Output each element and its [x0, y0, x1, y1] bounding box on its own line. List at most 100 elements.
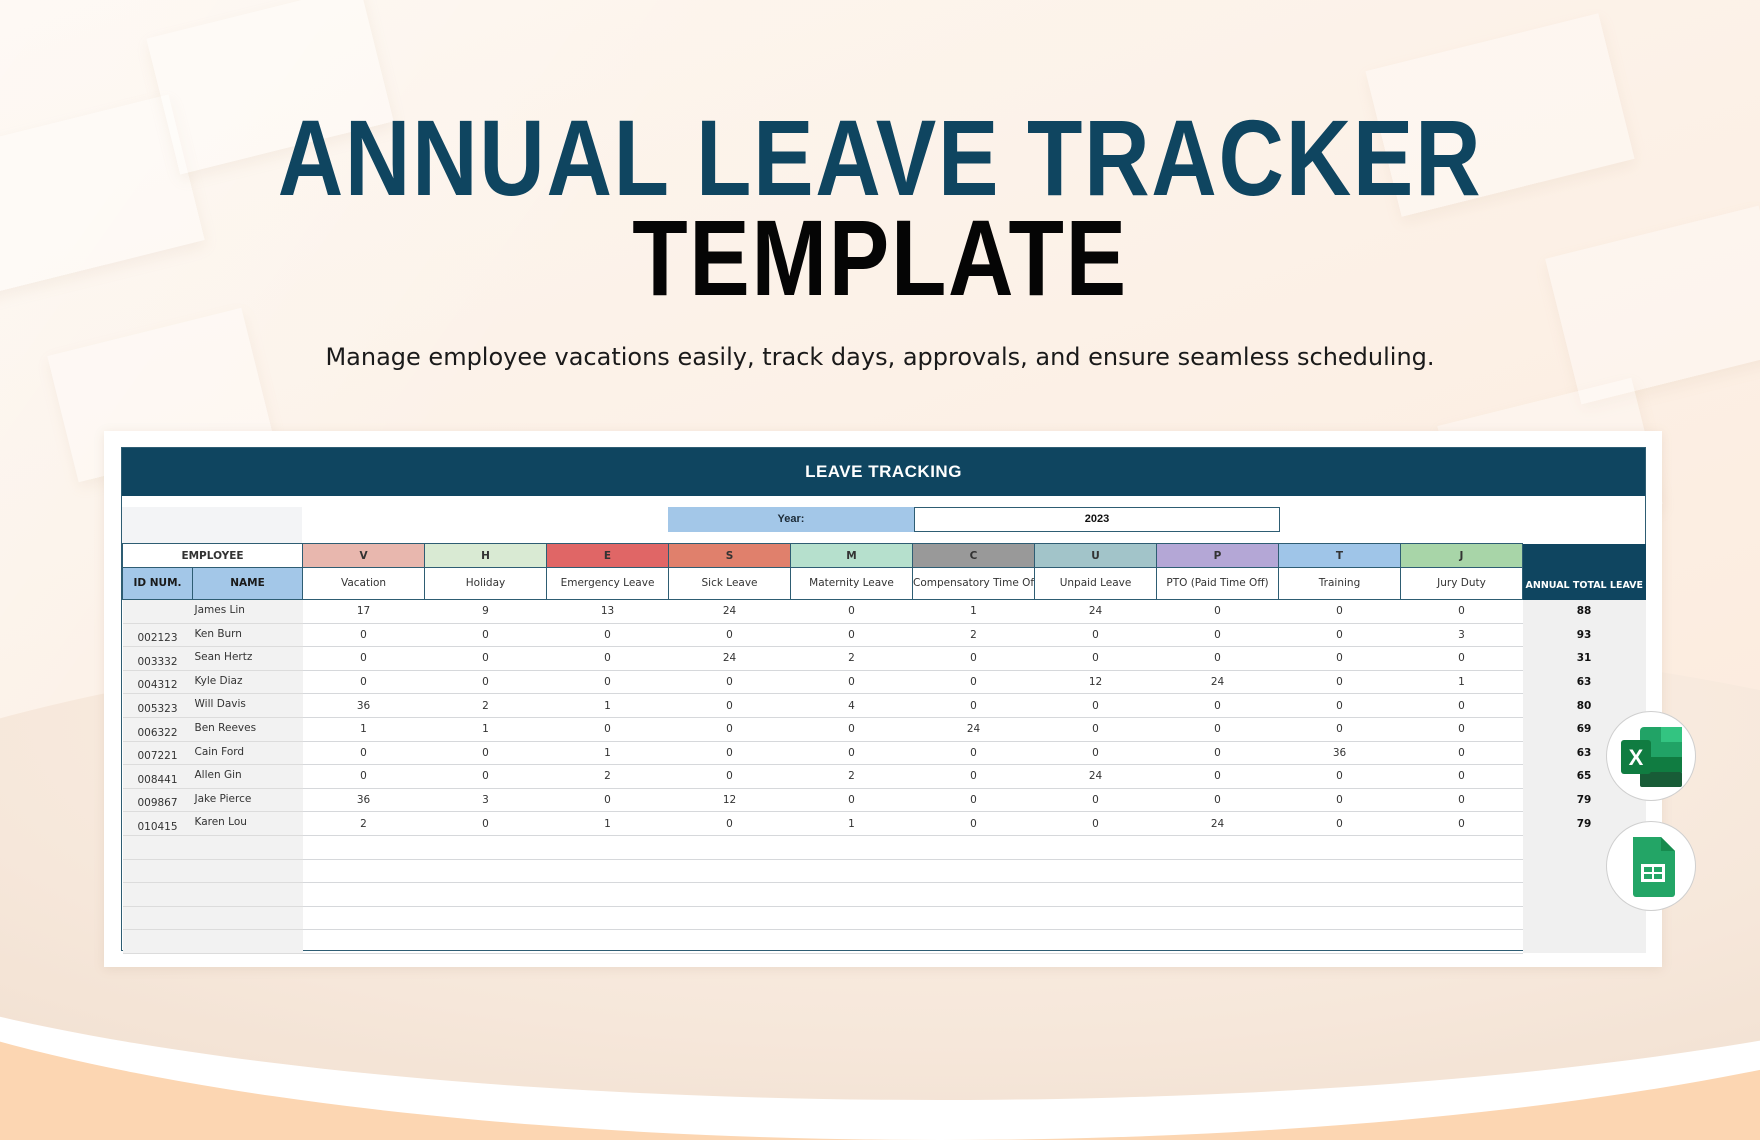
- leave-days-cell[interactable]: 0: [1034, 741, 1157, 766]
- leave-days-cell[interactable]: 0: [668, 717, 791, 742]
- leave-days-cell[interactable]: 0: [1400, 811, 1523, 836]
- leave-days-cell[interactable]: [1400, 882, 1523, 907]
- employee-id-cell[interactable]: [122, 599, 193, 624]
- employee-id-cell[interactable]: [122, 835, 193, 860]
- employee-id-cell[interactable]: 009867: [122, 788, 193, 813]
- leave-days-cell[interactable]: [668, 882, 791, 907]
- leave-days-cell[interactable]: [912, 882, 1035, 907]
- leave-days-cell[interactable]: [546, 906, 669, 931]
- leave-days-cell[interactable]: 0: [1034, 788, 1157, 813]
- leave-days-cell[interactable]: 3: [1400, 623, 1523, 648]
- employee-name-cell[interactable]: Allen Gin: [192, 764, 303, 789]
- leave-days-cell[interactable]: 0: [302, 741, 425, 766]
- leave-days-cell[interactable]: 0: [1400, 599, 1523, 624]
- leave-days-cell[interactable]: [1278, 859, 1401, 884]
- leave-days-cell[interactable]: 0: [790, 599, 913, 624]
- leave-days-cell[interactable]: 0: [1400, 693, 1523, 718]
- leave-days-cell[interactable]: 0: [1278, 788, 1401, 813]
- leave-days-cell[interactable]: [1278, 929, 1401, 954]
- leave-days-cell[interactable]: [424, 859, 547, 884]
- leave-days-cell[interactable]: 0: [1156, 741, 1279, 766]
- leave-days-cell[interactable]: [1034, 882, 1157, 907]
- leave-days-cell[interactable]: [668, 859, 791, 884]
- employee-name-cell[interactable]: [192, 835, 303, 860]
- year-input[interactable]: 2023: [914, 507, 1280, 532]
- leave-days-cell[interactable]: 0: [302, 670, 425, 695]
- leave-days-cell[interactable]: 36: [302, 693, 425, 718]
- leave-days-cell[interactable]: 3: [424, 788, 547, 813]
- employee-name-cell[interactable]: Ken Burn: [192, 623, 303, 648]
- leave-days-cell[interactable]: 2: [302, 811, 425, 836]
- leave-days-cell[interactable]: 0: [1034, 646, 1157, 671]
- leave-days-cell[interactable]: 0: [302, 646, 425, 671]
- leave-days-cell[interactable]: [1400, 906, 1523, 931]
- leave-days-cell[interactable]: 24: [1034, 599, 1157, 624]
- excel-badge[interactable]: X: [1606, 711, 1696, 801]
- employee-name-cell[interactable]: Sean Hertz: [192, 646, 303, 671]
- leave-days-cell[interactable]: [790, 835, 913, 860]
- leave-days-cell[interactable]: [1278, 906, 1401, 931]
- leave-days-cell[interactable]: [302, 882, 425, 907]
- leave-days-cell[interactable]: 0: [912, 693, 1035, 718]
- leave-days-cell[interactable]: 1: [546, 741, 669, 766]
- leave-days-cell[interactable]: [1400, 835, 1523, 860]
- leave-days-cell[interactable]: 0: [912, 788, 1035, 813]
- leave-days-cell[interactable]: 2: [912, 623, 1035, 648]
- leave-days-cell[interactable]: 1: [912, 599, 1035, 624]
- leave-days-cell[interactable]: 0: [1156, 717, 1279, 742]
- leave-days-cell[interactable]: 1: [546, 693, 669, 718]
- leave-days-cell[interactable]: [1034, 835, 1157, 860]
- employee-id-cell[interactable]: [122, 859, 193, 884]
- leave-days-cell[interactable]: [302, 929, 425, 954]
- employee-name-cell[interactable]: Ben Reeves: [192, 717, 303, 742]
- leave-days-cell[interactable]: 0: [912, 811, 1035, 836]
- leave-days-cell[interactable]: 0: [1400, 788, 1523, 813]
- leave-days-cell[interactable]: 36: [302, 788, 425, 813]
- leave-days-cell[interactable]: 0: [1034, 717, 1157, 742]
- leave-days-cell[interactable]: 0: [668, 623, 791, 648]
- leave-days-cell[interactable]: [424, 835, 547, 860]
- leave-days-cell[interactable]: [1034, 929, 1157, 954]
- leave-days-cell[interactable]: 0: [1034, 693, 1157, 718]
- leave-days-cell[interactable]: [1278, 882, 1401, 907]
- leave-days-cell[interactable]: 24: [912, 717, 1035, 742]
- leave-days-cell[interactable]: 0: [1400, 741, 1523, 766]
- leave-days-cell[interactable]: 12: [1034, 670, 1157, 695]
- leave-days-cell[interactable]: [424, 882, 547, 907]
- leave-days-cell[interactable]: 0: [1278, 623, 1401, 648]
- leave-days-cell[interactable]: 0: [1156, 693, 1279, 718]
- leave-days-cell[interactable]: 0: [790, 717, 913, 742]
- leave-days-cell[interactable]: [302, 835, 425, 860]
- leave-days-cell[interactable]: 0: [1400, 717, 1523, 742]
- google-sheets-badge[interactable]: [1606, 821, 1696, 911]
- employee-name-cell[interactable]: [192, 906, 303, 931]
- leave-days-cell[interactable]: 1: [302, 717, 425, 742]
- employee-id-cell[interactable]: 005323: [122, 693, 193, 718]
- leave-days-cell[interactable]: 2: [424, 693, 547, 718]
- leave-days-cell[interactable]: 24: [1156, 670, 1279, 695]
- employee-id-cell[interactable]: 002123: [122, 623, 193, 648]
- leave-days-cell[interactable]: 12: [668, 788, 791, 813]
- leave-days-cell[interactable]: 0: [1278, 764, 1401, 789]
- leave-days-cell[interactable]: [1156, 835, 1279, 860]
- employee-id-cell[interactable]: 004312: [122, 670, 193, 695]
- employee-id-cell[interactable]: [122, 906, 193, 931]
- leave-days-cell[interactable]: [912, 929, 1035, 954]
- leave-days-cell[interactable]: [546, 929, 669, 954]
- employee-id-cell[interactable]: 006322: [122, 717, 193, 742]
- employee-id-cell[interactable]: 008441: [122, 764, 193, 789]
- leave-days-cell[interactable]: 1: [546, 811, 669, 836]
- leave-days-cell[interactable]: [912, 906, 1035, 931]
- leave-days-cell[interactable]: 0: [424, 623, 547, 648]
- employee-name-cell[interactable]: Will Davis: [192, 693, 303, 718]
- leave-days-cell[interactable]: 0: [1156, 646, 1279, 671]
- leave-days-cell[interactable]: 0: [424, 811, 547, 836]
- leave-days-cell[interactable]: 0: [546, 623, 669, 648]
- leave-days-cell[interactable]: 2: [546, 764, 669, 789]
- leave-days-cell[interactable]: 2: [790, 764, 913, 789]
- leave-days-cell[interactable]: 0: [1278, 599, 1401, 624]
- leave-days-cell[interactable]: [302, 859, 425, 884]
- leave-days-cell[interactable]: 0: [546, 788, 669, 813]
- leave-days-cell[interactable]: 24: [1156, 811, 1279, 836]
- employee-name-cell[interactable]: Kyle Diaz: [192, 670, 303, 695]
